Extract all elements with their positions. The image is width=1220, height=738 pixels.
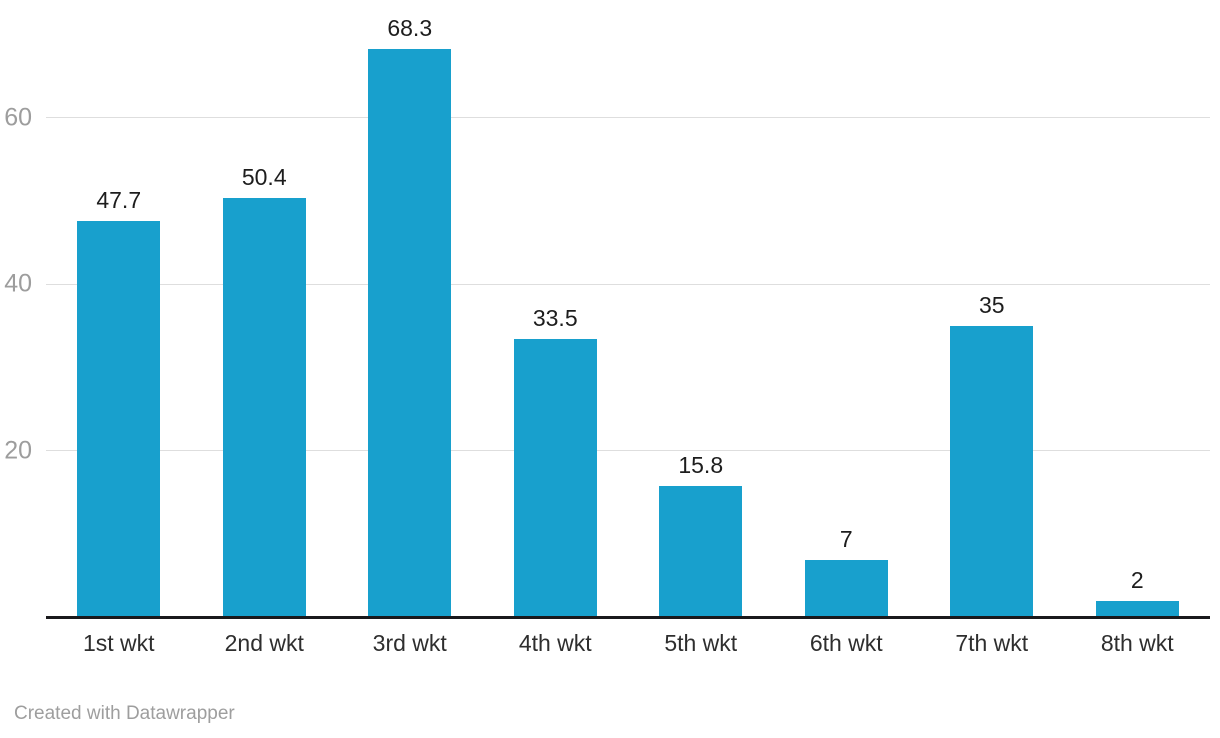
bar-value-label: 47.7 xyxy=(96,187,142,213)
x-axis-labels: 1st wkt 2nd wkt 3rd wkt 4th wkt 5th wkt 6th w… xyxy=(46,630,1210,658)
bar-slot: 50.4 xyxy=(192,166,338,618)
bar-slot: 68.3 xyxy=(337,17,483,618)
bar-slot: 7 xyxy=(774,528,920,618)
y-tick-label: 60 xyxy=(4,103,32,132)
bar: 50.4 xyxy=(222,166,306,618)
bar-value-label: 7 xyxy=(839,526,853,552)
x-tick-label: 6th wkt xyxy=(809,630,883,656)
bar: 7 xyxy=(804,528,888,618)
x-tick-label: 3rd wkt xyxy=(372,630,447,656)
x-tick-label: 4th wkt xyxy=(518,630,592,656)
bar-slot: 2 xyxy=(1065,569,1211,618)
x-tick-label: 1st wkt xyxy=(82,630,155,656)
bar: 15.8 xyxy=(659,454,743,618)
x-tick-label: 5th wkt xyxy=(664,630,738,656)
gridline: 20 xyxy=(4,438,1210,463)
y-tick-label: 20 xyxy=(4,436,32,465)
plot-area: 20 40 60 47.7 50.4 68.3 33.5 15.8 7 35 2 xyxy=(4,0,1211,620)
x-tick-label: 2nd wkt xyxy=(224,630,304,656)
bar-value-label: 50.4 xyxy=(241,164,287,190)
gridline: 40 xyxy=(4,271,1210,296)
bar: 2 xyxy=(1095,569,1179,618)
bar: 33.5 xyxy=(513,307,597,618)
bar-value-label: 33.5 xyxy=(532,305,578,331)
bar: 35 xyxy=(950,294,1034,618)
bar-slot: 35 xyxy=(919,294,1065,618)
x-tick-label: 7th wkt xyxy=(955,630,1029,656)
bar-slot: 33.5 xyxy=(483,307,629,618)
bar-value-label: 2 xyxy=(1130,567,1144,593)
bar: 68.3 xyxy=(368,17,452,618)
bar-slot: 15.8 xyxy=(628,454,774,618)
x-axis-line xyxy=(46,616,1210,619)
y-tick-label: 40 xyxy=(4,269,32,298)
x-tick-label: 8th wkt xyxy=(1100,630,1174,656)
gridline: 60 xyxy=(4,105,1210,130)
bar-value-label: 15.8 xyxy=(678,452,724,478)
bar-value-label: 35 xyxy=(978,292,1005,318)
bar-slot: 47.7 xyxy=(46,189,192,618)
chart-footer: Created with Datawrapper xyxy=(14,703,235,726)
bar-value-label: 68.3 xyxy=(387,15,433,41)
bars-layer: 47.7 50.4 68.3 33.5 15.8 7 35 2 xyxy=(46,17,1211,618)
bar: 47.7 xyxy=(77,189,161,618)
datawrapper-attribution-link[interactable]: Created with Datawrapper xyxy=(14,703,235,724)
